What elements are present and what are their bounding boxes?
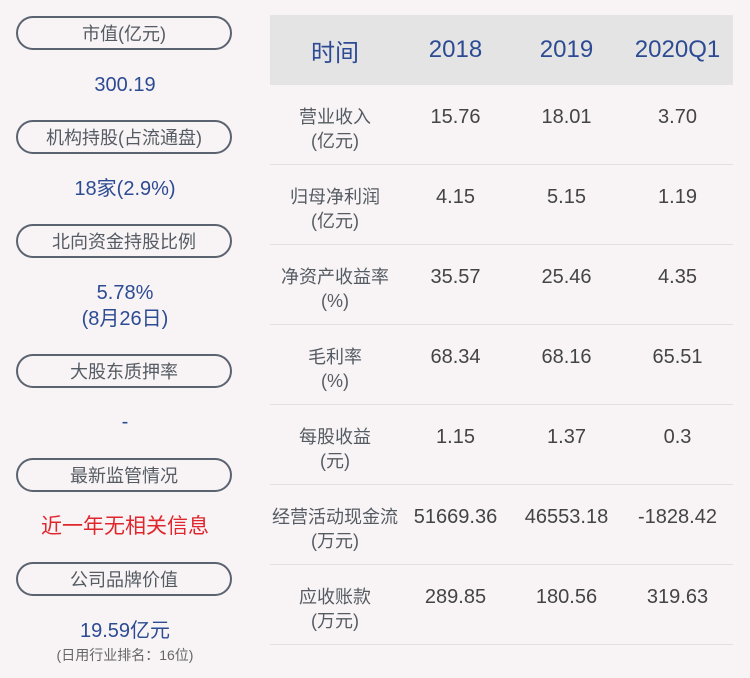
pledge-ratio-label: 大股东质押率 — [16, 354, 232, 388]
cell-value: 25.46 — [541, 266, 592, 288]
metric-unit: (%) — [321, 291, 349, 311]
header-2020q1: 2020Q1 — [634, 36, 721, 63]
market-cap-value: 300.19 — [94, 74, 156, 96]
table-row: 净资产收益率 (%) 35.57 25.46 4.35 — [270, 245, 733, 325]
cell-value: 65.51 — [652, 346, 703, 368]
row-label: 毛利率 (%) — [270, 325, 400, 404]
metric-name: 净资产收益率 — [281, 267, 389, 287]
metric-name: 营业收入 — [299, 107, 371, 127]
northbound-holding-label: 北向资金持股比例 — [16, 224, 232, 258]
brand-value-label: 公司品牌价值 — [16, 562, 232, 596]
regulatory-status-label: 最新监管情况 — [16, 458, 232, 492]
cell-value: 68.34 — [430, 346, 481, 368]
market-cap-label: 市值(亿元) — [16, 16, 232, 50]
metric-unit: (%) — [321, 371, 349, 391]
brand-value-value: 19.59亿元 — [79, 620, 171, 642]
cell-value: 68.16 — [541, 346, 592, 368]
metric-name: 经营活动现金流 — [272, 507, 398, 527]
metric-unit: (万元) — [311, 531, 359, 551]
metric-unit: (亿元) — [311, 131, 359, 151]
row-label: 应收账款 (万元) — [270, 565, 400, 644]
table-row: 毛利率 (%) 68.34 68.16 65.51 — [270, 325, 733, 405]
cell-value: 5.15 — [547, 186, 586, 208]
metric-unit: (元) — [320, 451, 350, 471]
table-row: 每股收益 (元) 1.15 1.37 0.3 — [270, 405, 733, 485]
cell-value: 35.57 — [430, 266, 481, 288]
institutional-holdings-value: 18家(2.9%) — [74, 178, 176, 200]
cell-value: 51669.36 — [413, 506, 498, 528]
metric-unit: (亿元) — [311, 211, 359, 231]
cell-value: 319.63 — [646, 586, 709, 608]
table-header: 时间 2018 2019 2020Q1 — [270, 15, 733, 85]
cell-value: 0.3 — [663, 426, 692, 448]
northbound-holding-date: (8月26日) — [81, 308, 169, 330]
table-row: 营业收入 (亿元) 15.76 18.01 3.70 — [270, 85, 733, 165]
header-time: 时间 — [311, 39, 359, 67]
cell-value: 18.01 — [541, 106, 592, 128]
cell-value: -1828.42 — [638, 506, 717, 528]
cell-value: 46553.18 — [524, 506, 609, 528]
brand-value-rank: (日用行业排名：16位) — [56, 647, 194, 663]
metric-unit: (万元) — [311, 611, 359, 631]
cell-value: 15.76 — [430, 106, 481, 128]
cell-value: 1.37 — [547, 426, 586, 448]
header-2018: 2018 — [428, 36, 483, 63]
table-row: 经营活动现金流 (万元) 51669.36 46553.18 -1828.42 — [270, 485, 733, 565]
financial-table: 时间 2018 2019 2020Q1 营业收入 (亿元) 15.76 18.01… — [270, 15, 733, 645]
row-label: 每股收益 (元) — [270, 405, 400, 484]
northbound-holding-value: 5.78% — [96, 282, 154, 304]
row-label: 经营活动现金流 (万元) — [270, 485, 400, 564]
metric-name: 归母净利润 — [290, 187, 380, 207]
cell-value: 289.85 — [424, 586, 487, 608]
metric-name: 毛利率 — [308, 347, 362, 367]
row-label: 归母净利润 (亿元) — [270, 165, 400, 244]
metric-name: 应收账款 — [299, 587, 371, 607]
cell-value: 3.70 — [658, 106, 697, 128]
row-label: 净资产收益率 (%) — [270, 245, 400, 324]
cell-value: 4.15 — [436, 186, 475, 208]
regulatory-status-value: 近一年无相关信息 — [41, 515, 209, 538]
table-row: 归母净利润 (亿元) 4.15 5.15 1.19 — [270, 165, 733, 245]
row-label: 营业收入 (亿元) — [270, 85, 400, 164]
metric-name: 每股收益 — [299, 427, 371, 447]
cell-value: 1.15 — [436, 426, 475, 448]
table-row: 应收账款 (万元) 289.85 180.56 319.63 — [270, 565, 733, 645]
pledge-ratio-value: - — [121, 411, 129, 433]
institutional-holdings-label: 机构持股(占流通盘) — [16, 120, 232, 154]
cell-value: 180.56 — [535, 586, 598, 608]
header-2019: 2019 — [539, 36, 594, 63]
cell-value: 4.35 — [658, 266, 697, 288]
cell-value: 1.19 — [658, 186, 697, 208]
